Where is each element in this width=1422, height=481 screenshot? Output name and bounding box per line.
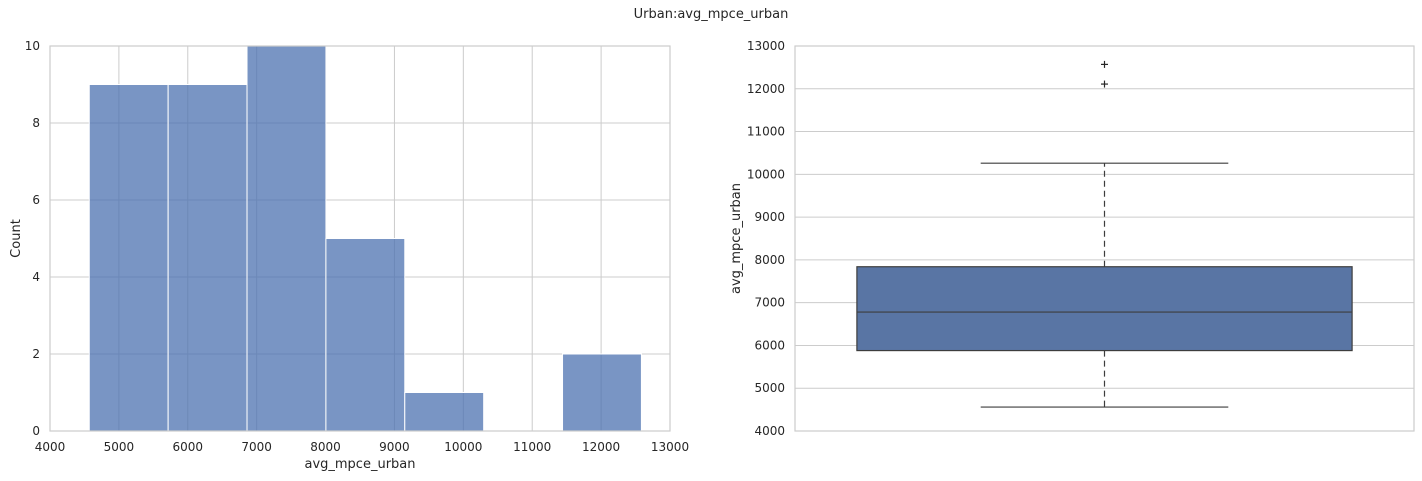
- x-tick-label: 4000: [35, 440, 66, 454]
- y-tick-label: 0: [32, 424, 40, 438]
- x-tick-label: 10000: [444, 440, 482, 454]
- boxplot-chart: 4000 5000 6000 7000 8000 9000 10000 11000 12000 1…: [729, 39, 1415, 438]
- histogram-bar: [246, 45, 327, 432]
- y-tick-label: 12000: [747, 82, 785, 96]
- y-tick-label: 11000: [747, 125, 785, 139]
- y-tick-label: 4: [32, 270, 40, 284]
- histogram-bar: [167, 84, 248, 432]
- y-tick-label: 10: [25, 39, 40, 53]
- y-tick-label: 7000: [754, 296, 785, 310]
- x-axis-label: avg_mpce_urban: [304, 457, 415, 472]
- y-axis-label: Count: [9, 219, 24, 258]
- plot-frame: [794, 45, 1415, 432]
- figure-title: Urban:avg_mpce_urban: [634, 7, 789, 22]
- histogram-chart: 4000 5000 6000 7000 8000 9000 10000 11000 12000 1…: [9, 39, 689, 472]
- x-tick-label: 9000: [379, 440, 410, 454]
- histogram-bar: [88, 84, 169, 432]
- x-tick-label: 7000: [241, 440, 272, 454]
- y-tick-label: 6000: [754, 338, 785, 352]
- y-tick-label: 10000: [747, 167, 785, 181]
- y-tick-label: 2: [32, 347, 40, 361]
- y-tick-label: 8: [32, 116, 40, 130]
- y-axis-label: avg_mpce_urban: [729, 183, 744, 294]
- y-tick-label: 4000: [754, 424, 785, 438]
- histogram-bar: [562, 353, 642, 432]
- outlier-point: [1101, 60, 1108, 68]
- histogram-bar: [325, 238, 406, 432]
- histogram-bar: [404, 392, 485, 432]
- plot-frame: [49, 45, 671, 432]
- iqr-box: [856, 266, 1353, 352]
- x-tick-label: 5000: [104, 440, 135, 454]
- outlier-point: [1101, 80, 1108, 88]
- y-tick-label: 9000: [754, 210, 785, 224]
- x-tick-label: 8000: [310, 440, 341, 454]
- x-tick-label: 12000: [582, 440, 620, 454]
- y-tick-label: 5000: [754, 381, 785, 395]
- y-tick-label: 13000: [747, 39, 785, 53]
- x-tick-label: 6000: [173, 440, 204, 454]
- y-tick-label: 6: [32, 193, 40, 207]
- x-tick-label: 11000: [513, 440, 551, 454]
- x-tick-label: 13000: [651, 440, 689, 454]
- y-tick-label: 8000: [754, 253, 785, 267]
